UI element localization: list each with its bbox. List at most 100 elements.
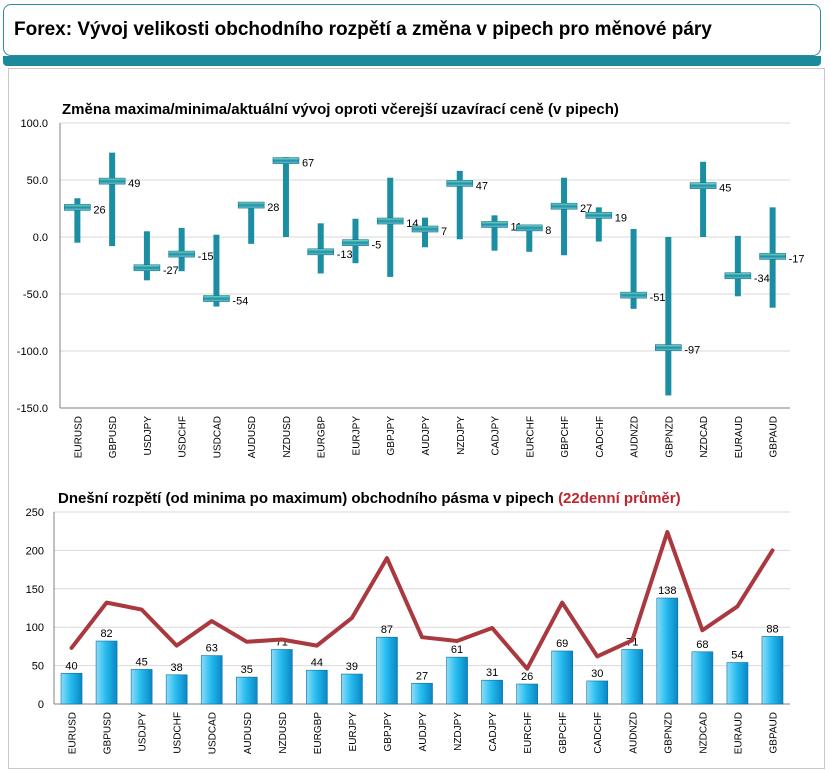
range-category-label: GBPNZD <box>664 416 675 458</box>
range-category-label: EURUSD <box>73 416 84 458</box>
bar-category-label: NZDJPY <box>453 712 464 751</box>
range-bar-value <box>235 676 258 705</box>
bar-y-tick-label: 150 <box>26 584 44 596</box>
range-bar <box>317 223 324 274</box>
range-bar-value <box>271 649 293 705</box>
range-category-label: NZDUSD <box>282 416 293 458</box>
range-bar <box>700 161 707 237</box>
bar-value-label: 54 <box>731 650 743 662</box>
bar-y-tick-label: 200 <box>26 545 44 557</box>
range-y-tick-label: -50.0 <box>23 289 48 301</box>
bar-value-label: 138 <box>658 585 676 597</box>
bar-category-label: GBPJPY <box>383 712 394 752</box>
bar-value-label: 40 <box>65 660 77 672</box>
page-title: Forex: Vývoj velikosti obchodního rozpět… <box>14 19 712 40</box>
range-bar-value <box>341 673 363 705</box>
bar-category-label: USDCHF <box>173 712 184 754</box>
bar-chart: 250 200 150 100 50 0 40 EURUSD 82 GBPUSD 45 USDJPY 3… <box>26 507 790 754</box>
range-bar <box>248 203 255 244</box>
bar-category-label: EURJPY <box>348 712 359 752</box>
bar-category-label: GBPCHF <box>558 712 569 754</box>
current-marker <box>759 253 786 260</box>
range-category-label: EURAUD <box>734 416 745 458</box>
bar-value-label: 39 <box>346 661 358 673</box>
current-value-label: -51 <box>650 292 666 304</box>
range-category-label: AUDJPY <box>421 416 432 456</box>
bar-chart-title-highlight: (22denní průměr) <box>558 490 681 507</box>
range-bar <box>595 207 602 242</box>
bar-category-label: GBPNZD <box>663 712 674 754</box>
current-value-label: 19 <box>615 212 627 224</box>
range-bar-value <box>691 651 714 705</box>
range-bar <box>282 157 289 237</box>
range-category-label: AUDUSD <box>247 416 258 458</box>
range-category-label: CADCHF <box>595 416 606 458</box>
range-bar <box>387 177 394 277</box>
range-bar <box>734 235 741 297</box>
range-chart: 100.0 50.0 0.0 -50.0 -100.0 -150.0 26 EURUSD 49 G… <box>17 118 805 458</box>
range-bar <box>630 229 637 309</box>
range-category-label: CADJPY <box>491 416 502 456</box>
range-bar <box>74 198 81 243</box>
current-value-label: 8 <box>545 225 551 237</box>
current-marker <box>689 182 717 189</box>
bar-value-label: 87 <box>381 624 393 636</box>
range-bar-value <box>95 640 118 705</box>
range-bar <box>422 217 428 248</box>
bar-value-label: 31 <box>486 667 498 679</box>
current-marker <box>64 204 91 211</box>
bar-category-label: USDJPY <box>138 712 149 752</box>
range-category-label: GBPCHF <box>560 416 571 458</box>
current-marker <box>98 177 126 185</box>
current-value-label: -27 <box>163 265 179 277</box>
bar-y-tick-label: 100 <box>26 622 44 634</box>
range-bar-value <box>586 680 609 705</box>
current-marker <box>203 295 230 302</box>
current-value-label: 45 <box>719 183 731 195</box>
current-value-label: 26 <box>93 204 105 216</box>
range-bar <box>213 234 220 307</box>
bar-category-label: AUDUSD <box>243 712 254 754</box>
range-bar-value <box>446 656 468 705</box>
current-marker <box>515 224 543 232</box>
bar-category-label: EURCHF <box>523 712 534 754</box>
current-marker <box>376 217 404 225</box>
range-bar <box>178 227 185 272</box>
bar-value-label: 30 <box>591 668 603 680</box>
bar-value-label: 88 <box>766 623 778 635</box>
range-chart-title: Změna maxima/minima/aktuální vývoj oprot… <box>62 101 619 118</box>
range-bar-value <box>411 682 433 705</box>
range-bar-value <box>516 683 538 705</box>
range-bar-value <box>621 649 644 705</box>
range-category-label: AUDNZD <box>630 416 641 458</box>
bar-value-label: 35 <box>241 664 253 676</box>
bar-y-tick-label: 50 <box>32 661 44 673</box>
bar-category-label: AUDJPY <box>418 712 429 752</box>
bar-category-label: NZDCAD <box>698 712 709 754</box>
range-category-label: USDJPY <box>143 416 154 456</box>
bar-category-label: EURUSD <box>68 712 79 754</box>
current-marker <box>655 344 682 351</box>
bar-category-label: EURGBP <box>313 712 324 755</box>
current-marker <box>724 272 752 280</box>
current-marker <box>481 221 508 228</box>
average-line <box>69 529 775 671</box>
range-bar-value <box>200 655 223 705</box>
current-marker <box>307 248 335 256</box>
range-bar-value <box>551 650 573 705</box>
current-marker <box>168 250 195 258</box>
current-value-label: 49 <box>128 178 140 190</box>
bar-value-label: 61 <box>451 644 463 656</box>
range-y-tick-label: 50.0 <box>27 175 48 187</box>
range-bar-value <box>165 674 188 705</box>
bar-y-tick-label: 0 <box>38 699 44 711</box>
bar-value-label: 63 <box>206 643 218 655</box>
current-value-label: 67 <box>302 158 314 170</box>
range-bar <box>561 177 568 256</box>
bar-category-label: GBPUSD <box>103 712 114 754</box>
range-category-label: EURJPY <box>351 416 362 456</box>
range-category-label: USDCAD <box>212 416 223 458</box>
range-category-label: USDCHF <box>178 416 189 458</box>
range-bar <box>109 152 116 247</box>
